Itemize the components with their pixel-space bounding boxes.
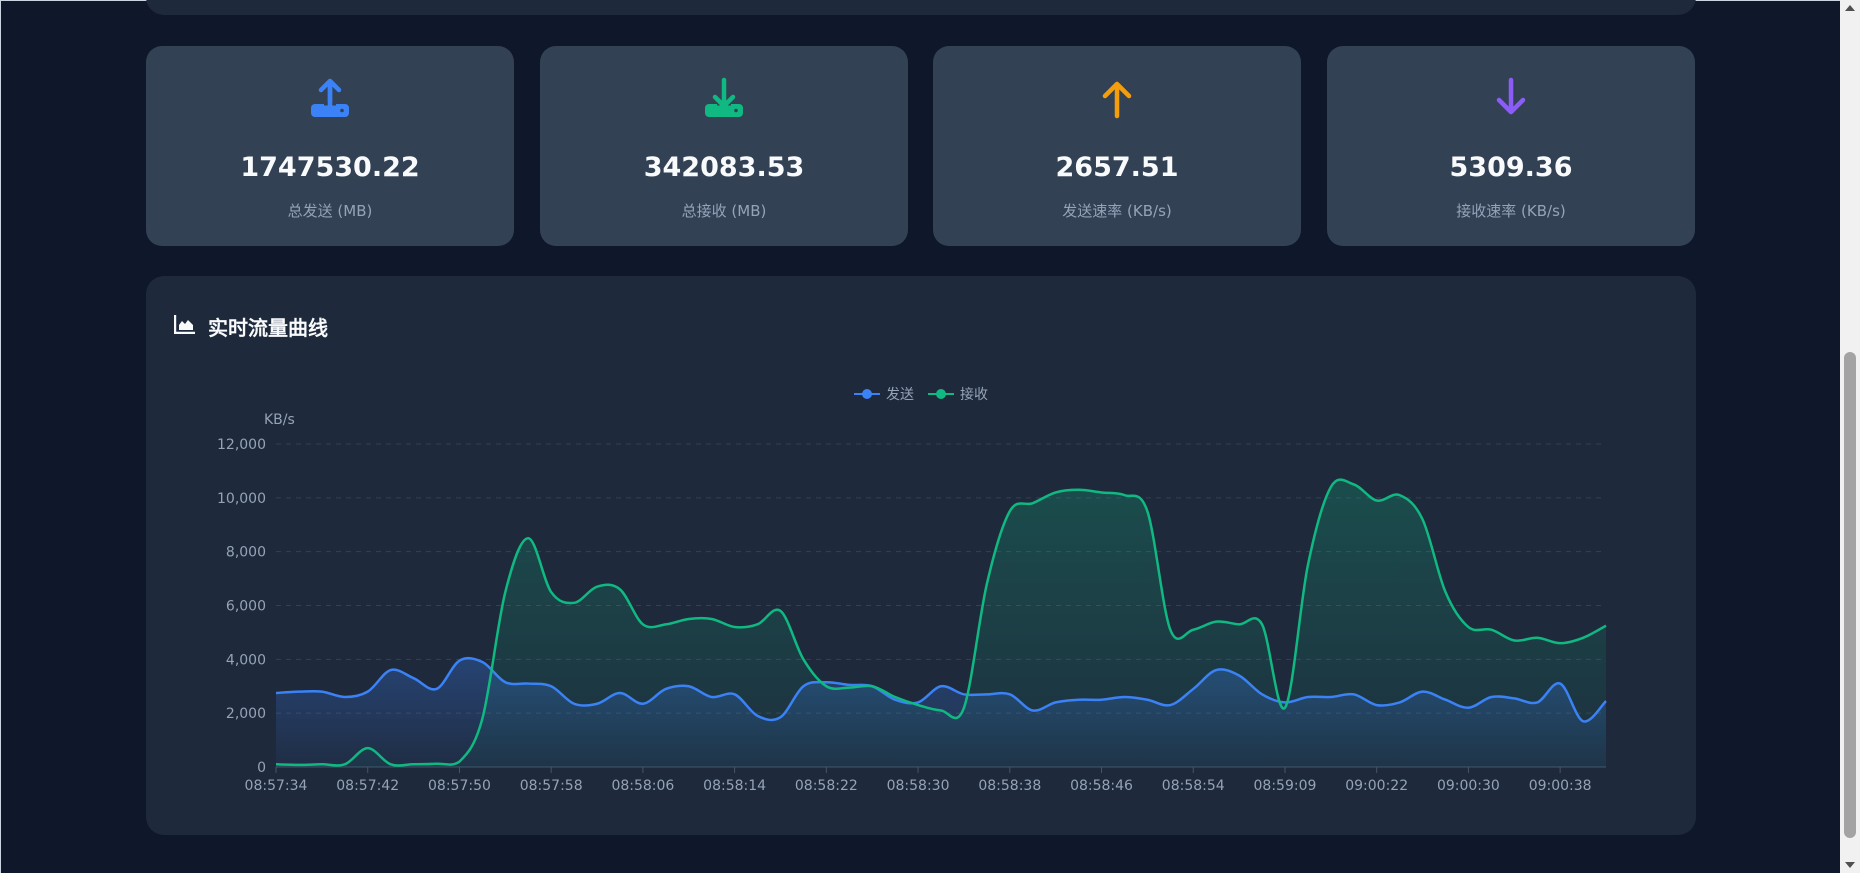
x-tick-label: 08:58:06 (611, 778, 674, 794)
arrow-up-icon (933, 76, 1301, 126)
y-tick-label: 8,000 (226, 545, 266, 561)
y-tick-label: 6,000 (226, 599, 266, 615)
y-tick-label: 0 (257, 760, 266, 776)
stat-card-total-received: 342083.53 总接收 (MB) (540, 46, 908, 246)
stat-label: 总接收 (MB) (681, 202, 767, 220)
area-chart-icon (173, 314, 196, 339)
chart-title: 实时流量曲线 (173, 312, 328, 341)
x-tick-label: 08:57:42 (336, 778, 399, 794)
scrollbar[interactable] (1840, 0, 1860, 873)
traffic-chart: 0 2,000 4,000 6,000 8,000 10,000 12,000 KB/s 08:… (217, 412, 1607, 794)
stat-value: 342083.53 (643, 152, 805, 183)
series-line-send (275, 656, 1607, 723)
stat-value: 5309.36 (1449, 152, 1573, 183)
x-tick-label: 08:58:38 (978, 778, 1041, 794)
stat-card-send-rate: 2657.51 发送速率 (KB/s) (933, 46, 1301, 246)
y-tick-label: 12,000 (217, 437, 266, 453)
download-icon (540, 76, 908, 126)
legend-item-receive[interactable]: 接收 (928, 384, 988, 404)
x-tick-label: 08:58:46 (1070, 778, 1133, 794)
scroll-up-icon[interactable] (1845, 5, 1855, 11)
stat-card-receive-rate: 5309.36 接收速率 (KB/s) (1327, 46, 1695, 246)
x-tick-label: 08:58:22 (795, 778, 858, 794)
x-tick-label: 09:00:38 (1529, 778, 1592, 794)
arrow-down-icon (1327, 76, 1695, 126)
y-axis-label: KB/s (264, 412, 295, 428)
legend-item-send[interactable]: 发送 (854, 384, 914, 404)
chart-legend: 发送 接收 (146, 384, 1696, 404)
traffic-chart-card: 实时流量曲线 发送 接收 0 2,000 4,000 6,000 8,000 10,000… (146, 276, 1696, 835)
x-tick-label: 08:58:30 (887, 778, 950, 794)
y-tick-label: 4,000 (226, 652, 266, 668)
stat-value: 2657.51 (1055, 152, 1179, 183)
x-tick-label: 08:57:34 (245, 778, 308, 794)
x-tick-label: 08:58:14 (703, 778, 766, 794)
y-tick-label: 10,000 (217, 491, 266, 507)
x-tick-label: 09:00:22 (1345, 778, 1408, 794)
top-panel (146, 0, 1696, 15)
chart-title-text: 实时流量曲线 (208, 316, 328, 340)
x-tick-label: 09:00:30 (1437, 778, 1500, 794)
series-area-receive (276, 479, 1606, 767)
scroll-down-icon[interactable] (1845, 862, 1855, 868)
x-tick-label: 08:58:54 (1162, 778, 1225, 794)
legend-label: 发送 (886, 387, 914, 403)
x-tick-label: 08:57:50 (428, 778, 491, 794)
stat-card-total-sent: 1747530.22 总发送 (MB) (146, 46, 514, 246)
x-tick-label: 08:57:58 (520, 778, 583, 794)
stat-value: 1747530.22 (240, 152, 420, 183)
y-tick-label: 2,000 (226, 706, 266, 722)
series-area-send (276, 658, 1606, 767)
legend-label: 接收 (960, 387, 988, 403)
scrollbar-thumb[interactable] (1844, 352, 1856, 838)
x-tick-label: 08:59:09 (1254, 778, 1317, 794)
stat-label: 总发送 (MB) (287, 202, 373, 220)
stat-label: 发送速率 (KB/s) (1062, 202, 1172, 220)
series-line-receive (275, 478, 1607, 767)
upload-icon (146, 76, 514, 126)
stat-label: 接收速率 (KB/s) (1456, 202, 1566, 220)
